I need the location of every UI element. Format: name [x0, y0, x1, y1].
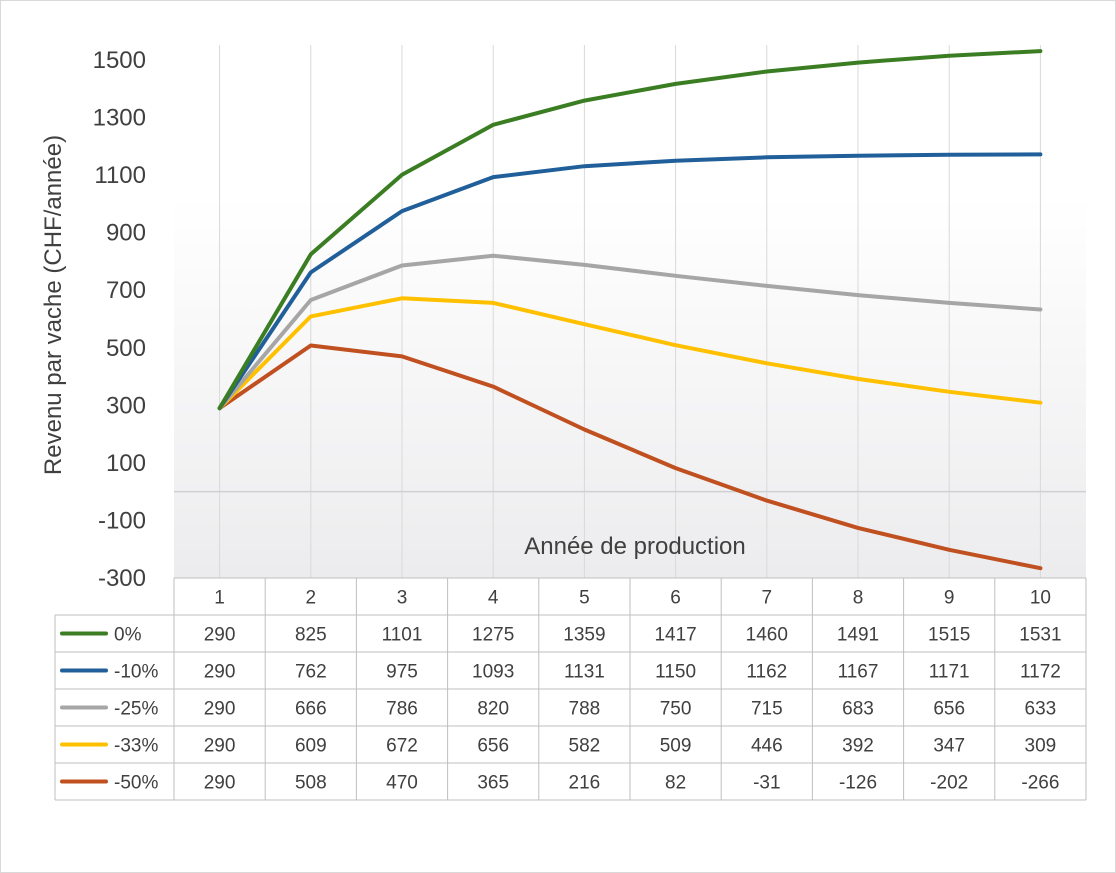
table-value-cell: 1150	[655, 662, 696, 683]
table-value-cell: 672	[386, 736, 418, 757]
table-value-cell: 1131	[564, 662, 605, 683]
y-tick-label: 700	[106, 277, 146, 304]
table-value-cell: 290	[204, 662, 236, 683]
legend-label: -50%	[114, 773, 158, 794]
table-value-cell: 508	[295, 773, 327, 794]
table-value-cell: 683	[842, 699, 874, 720]
x-axis-title: Année de production	[524, 533, 746, 560]
table-value-cell: 1275	[472, 625, 514, 646]
y-tick-label: 100	[106, 450, 146, 477]
table-value-cell: -202	[930, 773, 968, 794]
table-value-cell: -126	[839, 773, 877, 794]
table-value-cell: 1162	[746, 662, 787, 683]
y-tick-label: 1500	[93, 47, 146, 74]
table-value-cell: 750	[660, 699, 692, 720]
table-value-cell: 609	[295, 736, 327, 757]
y-tick-label: -100	[98, 507, 146, 534]
y-axis-title: Revenu par vache (CHF/année)	[40, 135, 67, 475]
table-value-cell: 1172	[1020, 662, 1061, 683]
table-value-cell: -31	[753, 773, 780, 794]
table-value-cell: 715	[751, 699, 783, 720]
y-tick-label: 300	[106, 392, 146, 419]
table-value-cell: 656	[933, 699, 965, 720]
table-value-cell: 216	[569, 773, 601, 794]
table-value-cell: 666	[295, 699, 327, 720]
table-value-cell: 290	[204, 736, 236, 757]
table-value-cell: 290	[204, 773, 236, 794]
table-value-cell: 656	[477, 736, 509, 757]
legend-label: -10%	[114, 662, 158, 683]
data-table: 1 2 3 4 5 6 7 8 9 10 0% 290 825 1101 1275 1359 1417 1460 1…	[54, 577, 1087, 801]
table-value-cell: 1491	[837, 625, 879, 646]
table-value-cell: 470	[386, 773, 418, 794]
table-value-cell: 1093	[472, 662, 514, 683]
table-header-cell: 3	[397, 588, 408, 609]
table-value-cell: 1460	[746, 625, 788, 646]
table-value-cell: 1417	[654, 625, 696, 646]
table-header-cell: 8	[853, 588, 864, 609]
series-line	[217, 296, 1043, 411]
table-header-cell: 6	[670, 588, 681, 609]
table-value-cell: 633	[1025, 699, 1057, 720]
table-value-cell: 365	[477, 773, 509, 794]
table-value-cell: 825	[295, 625, 327, 646]
series-line	[217, 343, 1043, 571]
legend-label: -25%	[114, 699, 158, 720]
plot-area	[174, 32, 1086, 578]
table-header-cell: 1	[214, 588, 225, 609]
series-line	[217, 253, 1043, 411]
table-value-cell: 1359	[563, 625, 605, 646]
table-value-cell: 1531	[1019, 625, 1061, 646]
table-value-cell: 446	[751, 736, 783, 757]
series-line	[217, 152, 1043, 411]
series-line	[217, 49, 1043, 411]
series-lines	[217, 49, 1043, 571]
gridlines	[219, 45, 1041, 578]
table-header-cell: 5	[579, 588, 590, 609]
table-value-cell: 82	[665, 773, 686, 794]
table-value-cell: 509	[660, 736, 692, 757]
table-value-cell: 347	[933, 736, 965, 757]
table-value-cell: 1101	[382, 625, 423, 646]
table-value-cell: 1171	[929, 662, 970, 683]
y-axis-tick-labels: 1500 1300 1100 900 700 500 300 100 -100 -300	[93, 47, 146, 592]
table-value-cell: 582	[569, 736, 601, 757]
table-value-cell: 975	[386, 662, 418, 683]
table-header-cell: 10	[1030, 588, 1051, 609]
legend-label: -33%	[114, 736, 158, 757]
table-header-cell: 4	[488, 588, 499, 609]
table-value-cell: 1167	[838, 662, 879, 683]
table-value-cell: 290	[204, 699, 236, 720]
y-tick-label: -300	[98, 565, 146, 592]
table-header-cell: 2	[306, 588, 317, 609]
y-tick-label: 500	[106, 335, 146, 362]
table-value-cell: 309	[1025, 736, 1057, 757]
table-value-cell: 786	[386, 699, 418, 720]
table-value-cell: -266	[1021, 773, 1059, 794]
table-value-cell: 788	[569, 699, 601, 720]
table-header-cell: 9	[944, 588, 955, 609]
table-header-cell: 7	[762, 588, 773, 609]
table-value-cell: 392	[842, 736, 874, 757]
legend-label: 0%	[114, 625, 142, 646]
table-value-cell: 1515	[928, 625, 970, 646]
table-value-cell: 820	[477, 699, 509, 720]
y-tick-label: 900	[106, 220, 146, 247]
y-tick-label: 1100	[94, 162, 146, 189]
y-tick-label: 1300	[93, 105, 146, 132]
table-value-cell: 762	[295, 662, 327, 683]
table-value-cell: 290	[204, 625, 236, 646]
